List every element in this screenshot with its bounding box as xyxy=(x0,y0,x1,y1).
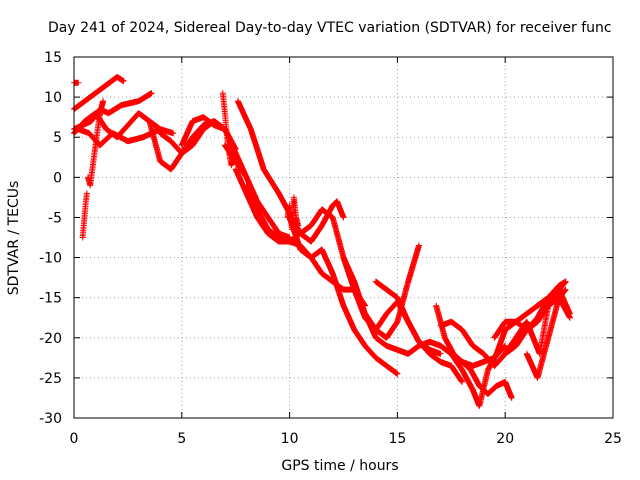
grid-lines xyxy=(74,57,613,418)
series-track-19 xyxy=(448,278,569,409)
data-point-markers xyxy=(491,294,573,341)
y-tick-label: 5 xyxy=(53,130,62,146)
x-tick-label: 20 xyxy=(496,431,514,447)
y-tick-label: 10 xyxy=(44,90,62,106)
series-track-24 xyxy=(85,98,107,189)
x-tick-label: 15 xyxy=(388,431,406,447)
y-tick-label: -15 xyxy=(39,291,62,307)
series-track-23 xyxy=(79,190,90,241)
y-tick-label: -20 xyxy=(39,331,62,347)
axis-ticks xyxy=(73,56,614,419)
series-track-13 xyxy=(297,206,422,341)
data-point-markers xyxy=(297,206,422,341)
x-tick-label: 10 xyxy=(281,431,299,447)
y-tick-label: -5 xyxy=(48,210,62,226)
y-tick-label: 0 xyxy=(53,170,62,186)
y-tick-label: -25 xyxy=(39,371,62,387)
x-axis-label: GPS time / hours xyxy=(281,458,398,474)
data-point-markers xyxy=(448,278,569,409)
y-tick-labels: -30 -25 -20 -15 -10 -5 0 5 10 15 xyxy=(39,50,62,427)
data-series xyxy=(71,74,573,409)
data-point-markers xyxy=(85,98,107,189)
data-point-markers xyxy=(372,278,466,385)
series-track-21 xyxy=(523,286,569,381)
x-tick-label: 25 xyxy=(604,431,622,447)
series-track-26 xyxy=(219,90,237,169)
x-tick-labels: 0 5 10 15 20 25 xyxy=(70,431,622,447)
series-track-25 xyxy=(71,79,82,86)
y-tick-label: -30 xyxy=(39,411,62,427)
series-track-22 xyxy=(491,294,573,341)
series-track-11 xyxy=(243,182,369,309)
data-point-markers xyxy=(523,286,569,381)
y-tick-label: 15 xyxy=(44,50,62,66)
plot-frame xyxy=(73,56,614,419)
data-point-markers xyxy=(243,182,369,309)
y-tick-label: -10 xyxy=(39,251,62,267)
data-point-markers xyxy=(79,190,90,241)
series-track-27 xyxy=(284,194,302,233)
series-track-16 xyxy=(372,278,466,385)
x-tick-label: 0 xyxy=(70,431,79,447)
data-point-markers xyxy=(219,90,237,169)
data-point-markers xyxy=(284,194,302,233)
data-point-markers xyxy=(71,79,82,86)
x-tick-label: 5 xyxy=(177,431,186,447)
y-axis-label: SDTVAR / TECUs xyxy=(6,181,22,296)
chart-title: Day 241 of 2024, Sidereal Day-to-day VTE… xyxy=(48,20,612,36)
